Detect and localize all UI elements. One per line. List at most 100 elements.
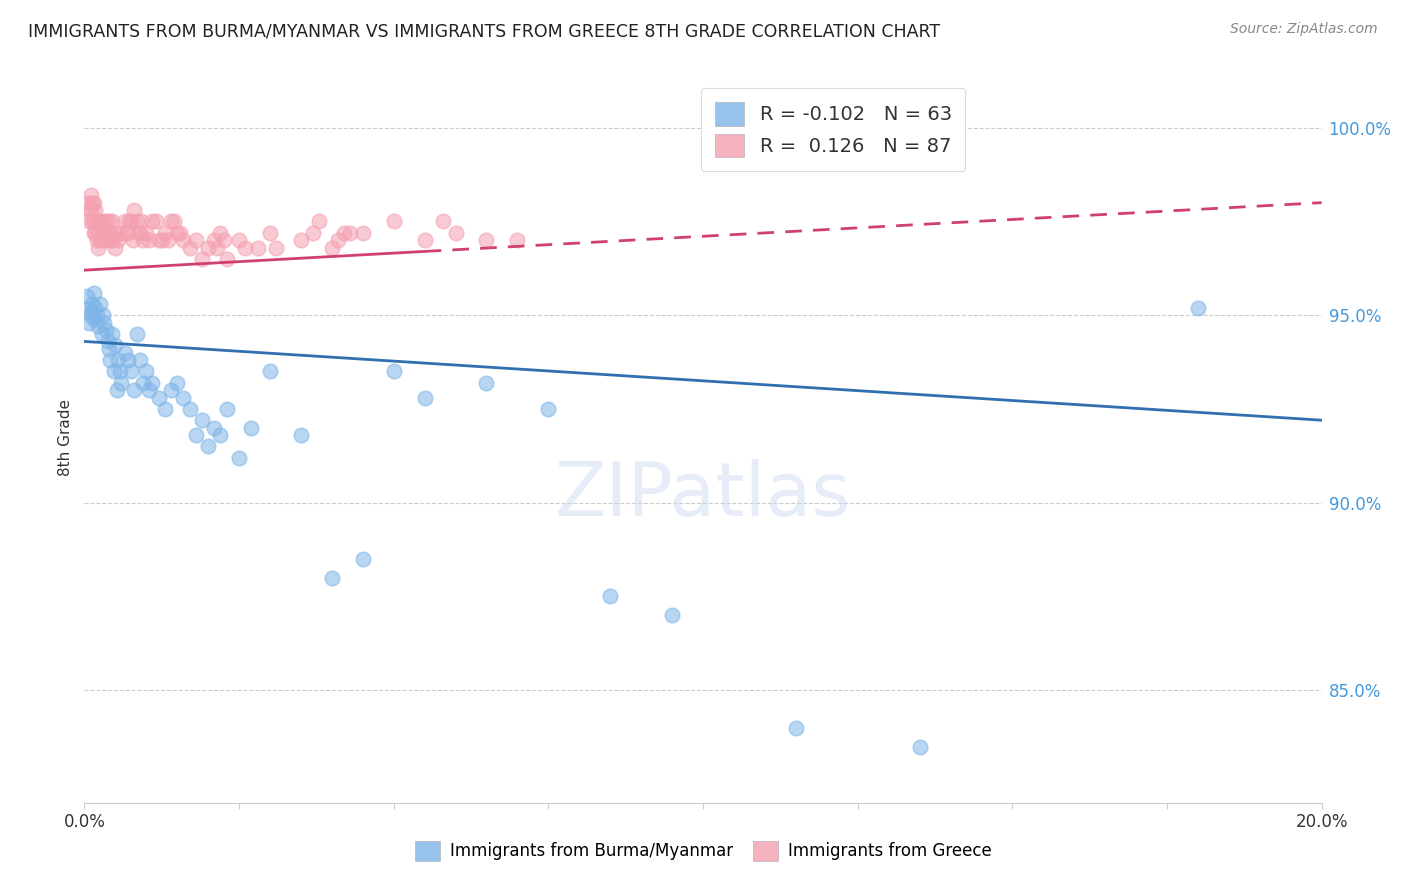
Point: [138, 383, 160, 397]
Point: [80, 297, 103, 311]
Point: [98, 233, 121, 247]
Point: [228, 450, 250, 465]
Point: [87, 241, 110, 255]
Point: [86, 233, 108, 247]
Point: [228, 233, 250, 247]
Point: [339, 226, 361, 240]
Point: [138, 233, 160, 247]
Point: [98, 342, 121, 356]
Point: [599, 590, 621, 604]
Point: [125, 214, 148, 228]
Point: [264, 241, 287, 255]
Point: [179, 401, 201, 416]
Point: [103, 364, 125, 378]
Point: [184, 428, 207, 442]
Point: [104, 226, 127, 240]
Point: [259, 364, 281, 378]
Point: [209, 428, 232, 442]
Point: [179, 241, 201, 255]
Point: [80, 214, 103, 228]
Point: [172, 233, 194, 247]
Point: [506, 233, 529, 247]
Point: [160, 383, 183, 397]
Point: [333, 226, 356, 240]
Point: [197, 440, 219, 454]
Point: [89, 233, 111, 247]
Point: [432, 214, 454, 228]
Point: [84, 301, 107, 315]
Point: [83, 195, 105, 210]
Point: [98, 353, 121, 368]
Point: [76, 289, 98, 303]
Point: [132, 233, 155, 247]
Point: [240, 420, 263, 434]
Point: [91, 233, 114, 247]
Text: Source: ZipAtlas.com: Source: ZipAtlas.com: [1230, 22, 1378, 37]
Point: [79, 203, 101, 218]
Point: [207, 241, 229, 255]
Point: [90, 326, 112, 341]
Point: [114, 214, 136, 228]
Point: [77, 301, 100, 315]
Point: [120, 364, 142, 378]
Point: [110, 364, 132, 378]
Point: [97, 334, 120, 349]
Point: [129, 214, 152, 228]
Point: [117, 353, 139, 368]
Point: [105, 383, 128, 397]
Point: [122, 203, 145, 218]
Point: [413, 391, 436, 405]
Point: [908, 739, 931, 754]
Point: [148, 391, 170, 405]
Point: [94, 323, 117, 337]
Point: [84, 226, 107, 240]
Point: [87, 226, 110, 240]
Point: [191, 252, 214, 266]
Point: [97, 226, 120, 240]
Point: [191, 413, 214, 427]
Point: [107, 353, 129, 368]
Point: [202, 420, 225, 434]
Point: [382, 214, 405, 228]
Point: [141, 214, 163, 228]
Point: [212, 233, 235, 247]
Point: [209, 226, 232, 240]
Point: [89, 214, 111, 228]
Point: [290, 428, 312, 442]
Point: [115, 226, 138, 240]
Point: [79, 316, 101, 330]
Point: [77, 203, 100, 218]
Point: [114, 345, 136, 359]
Point: [90, 226, 112, 240]
Point: [321, 241, 343, 255]
Point: [215, 401, 238, 416]
Point: [202, 233, 225, 247]
Point: [382, 364, 405, 378]
Point: [141, 376, 163, 390]
Point: [215, 252, 238, 266]
Point: [84, 203, 107, 218]
Point: [352, 226, 374, 240]
Point: [135, 364, 157, 378]
Point: [537, 401, 560, 416]
Point: [76, 195, 98, 210]
Point: [93, 226, 115, 240]
Point: [128, 226, 150, 240]
Point: [153, 401, 176, 416]
Point: [94, 233, 117, 247]
Point: [135, 226, 157, 240]
Point: [93, 316, 115, 330]
Point: [101, 233, 124, 247]
Point: [98, 226, 121, 240]
Point: [91, 308, 114, 322]
Point: [120, 214, 142, 228]
Point: [352, 552, 374, 566]
Point: [172, 391, 194, 405]
Y-axis label: 8th Grade: 8th Grade: [58, 399, 73, 475]
Point: [83, 214, 105, 228]
Point: [413, 233, 436, 247]
Point: [83, 312, 105, 326]
Point: [475, 233, 498, 247]
Point: [104, 241, 127, 255]
Point: [148, 233, 170, 247]
